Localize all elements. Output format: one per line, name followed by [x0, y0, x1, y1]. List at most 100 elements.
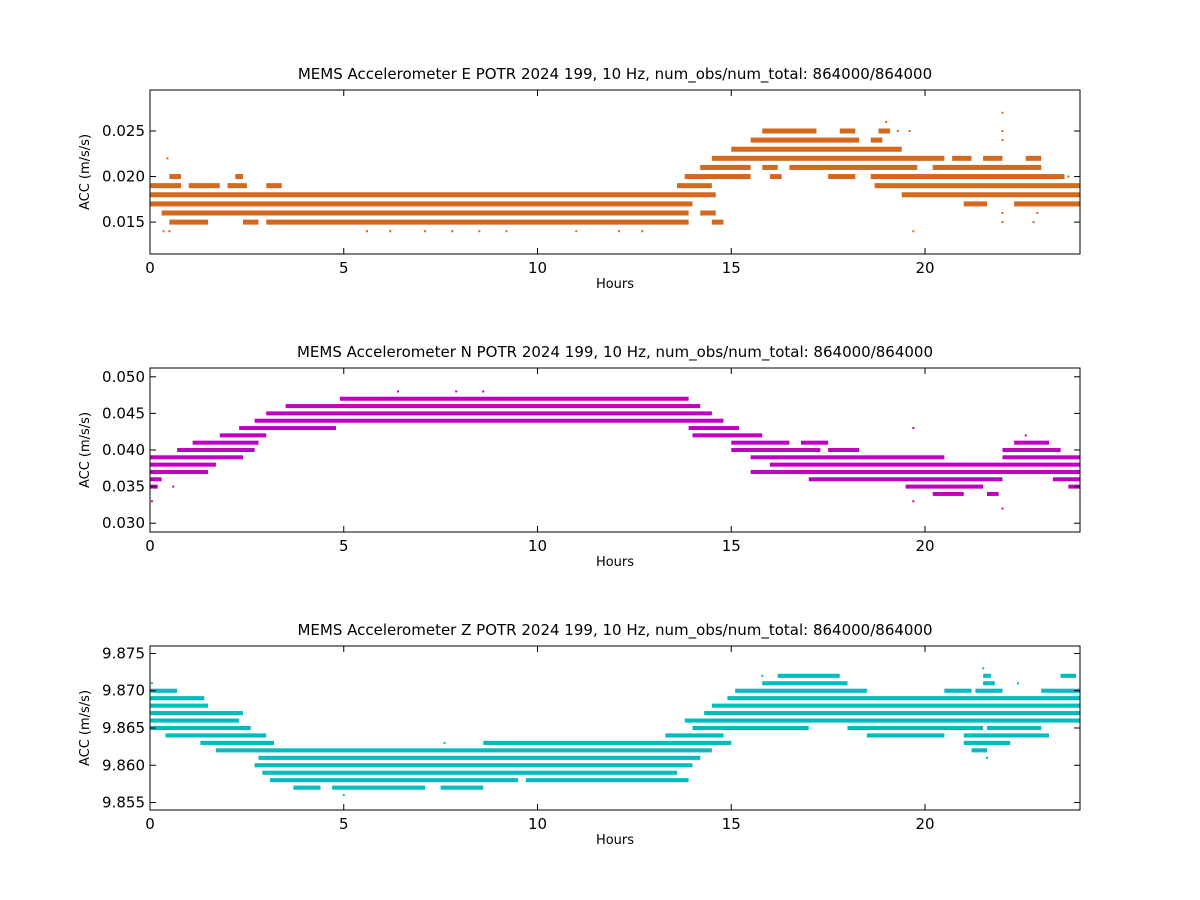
data-point — [912, 230, 915, 233]
data-point — [912, 500, 915, 503]
data-points — [150, 111, 1080, 233]
data-band — [692, 433, 763, 438]
data-point — [1036, 212, 1039, 214]
data-band — [1052, 477, 1080, 482]
data-band — [192, 440, 259, 445]
data-point — [908, 130, 911, 132]
x-tick-label: 0 — [145, 537, 155, 555]
data-band — [870, 137, 883, 143]
data-band — [727, 696, 1080, 701]
data-point — [986, 756, 988, 759]
data-band — [688, 426, 739, 431]
x-tick-label: 5 — [339, 537, 349, 555]
data-point — [896, 130, 899, 132]
x-axis-label: Hours — [596, 277, 634, 292]
subplot-2: 0 5 10 15 20 9.855 9.860 9.865 9.870 9.875 MEMS Ac… — [78, 621, 1081, 848]
data-band — [983, 681, 995, 686]
data-band — [1060, 673, 1077, 678]
plot-frame — [149, 367, 1081, 533]
data-band — [870, 174, 1065, 180]
data-point — [641, 230, 644, 233]
data-band — [150, 703, 209, 708]
data-band — [525, 778, 689, 783]
y-tick-label: 0.020 — [102, 168, 145, 186]
data-band — [1041, 688, 1080, 693]
x-tick-label: 10 — [528, 815, 547, 833]
x-tick-label: 10 — [528, 537, 547, 555]
data-band — [711, 703, 1080, 708]
data-point — [478, 230, 481, 233]
data-point — [1001, 212, 1004, 214]
data-band — [150, 725, 251, 731]
x-tick-label: 5 — [339, 259, 349, 277]
data-band — [808, 477, 1003, 482]
data-band — [975, 688, 1003, 693]
data-band — [762, 164, 778, 170]
data-band — [983, 155, 1003, 161]
data-point — [150, 500, 153, 503]
data-band — [150, 688, 178, 693]
x-tick-label: 0 — [145, 259, 155, 277]
data-band — [770, 462, 1080, 467]
data-band — [262, 770, 677, 775]
data-band — [293, 785, 321, 790]
data-band — [963, 733, 1049, 738]
data-band — [711, 155, 945, 161]
data-point — [1001, 139, 1004, 142]
y-tick-label: 0.050 — [102, 368, 145, 386]
x-tick-label: 20 — [915, 537, 934, 555]
data-band — [150, 192, 693, 198]
data-band — [266, 183, 282, 189]
data-band — [762, 681, 848, 686]
data-band — [762, 128, 817, 134]
data-band — [1014, 201, 1080, 207]
data-band — [692, 192, 716, 198]
data-band — [983, 673, 991, 678]
data-band — [200, 740, 274, 745]
data-band — [339, 396, 689, 401]
data-band — [150, 462, 216, 467]
data-band — [150, 696, 205, 701]
data-band — [839, 128, 856, 134]
data-band — [266, 219, 689, 225]
x-tick-label: 5 — [339, 815, 349, 833]
data-band — [1002, 455, 1080, 460]
data-band — [150, 183, 181, 189]
data-band — [874, 183, 1080, 189]
data-band — [704, 711, 1080, 716]
y-tick-label: 0.025 — [102, 122, 145, 140]
y-tick-label: 0.040 — [102, 441, 145, 459]
data-band — [866, 733, 945, 738]
data-point — [172, 485, 175, 488]
data-band — [750, 469, 1080, 474]
x-tick-label: 15 — [722, 815, 741, 833]
y-axis-label: ACC (m/s/s) — [78, 134, 93, 210]
data-band — [684, 718, 1080, 723]
data-band — [878, 128, 891, 134]
data-point — [1001, 507, 1004, 510]
data-band — [169, 219, 209, 225]
data-band — [735, 688, 867, 693]
data-band — [177, 447, 255, 453]
data-point — [455, 390, 458, 393]
data-band — [1025, 155, 1042, 161]
y-tick-label: 9.860 — [102, 756, 145, 774]
y-tick-label: 9.865 — [102, 719, 145, 737]
data-band — [700, 210, 716, 216]
plot-title: MEMS Accelerometer E POTR 2024 199, 10 H… — [298, 65, 932, 84]
data-point — [505, 230, 508, 233]
data-point — [912, 427, 915, 430]
x-tick-label: 20 — [915, 259, 934, 277]
y-tick-label: 9.870 — [102, 682, 145, 700]
x-tick-label: 10 — [528, 259, 547, 277]
data-band — [711, 219, 724, 225]
data-band — [731, 440, 790, 445]
data-points — [150, 667, 1080, 797]
data-band — [665, 733, 724, 738]
x-tick-label: 20 — [915, 815, 934, 833]
data-point — [166, 157, 169, 160]
data-point — [1001, 111, 1004, 114]
data-band — [227, 183, 247, 189]
y-tick-label: 9.875 — [102, 644, 145, 662]
